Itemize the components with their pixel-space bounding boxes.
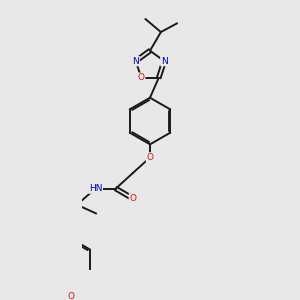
Text: HN: HN — [89, 184, 102, 193]
Text: O: O — [67, 292, 74, 300]
Text: O: O — [138, 73, 145, 82]
Text: O: O — [129, 194, 137, 203]
Text: O: O — [146, 153, 154, 162]
Text: N: N — [132, 56, 139, 65]
Text: N: N — [161, 56, 168, 65]
